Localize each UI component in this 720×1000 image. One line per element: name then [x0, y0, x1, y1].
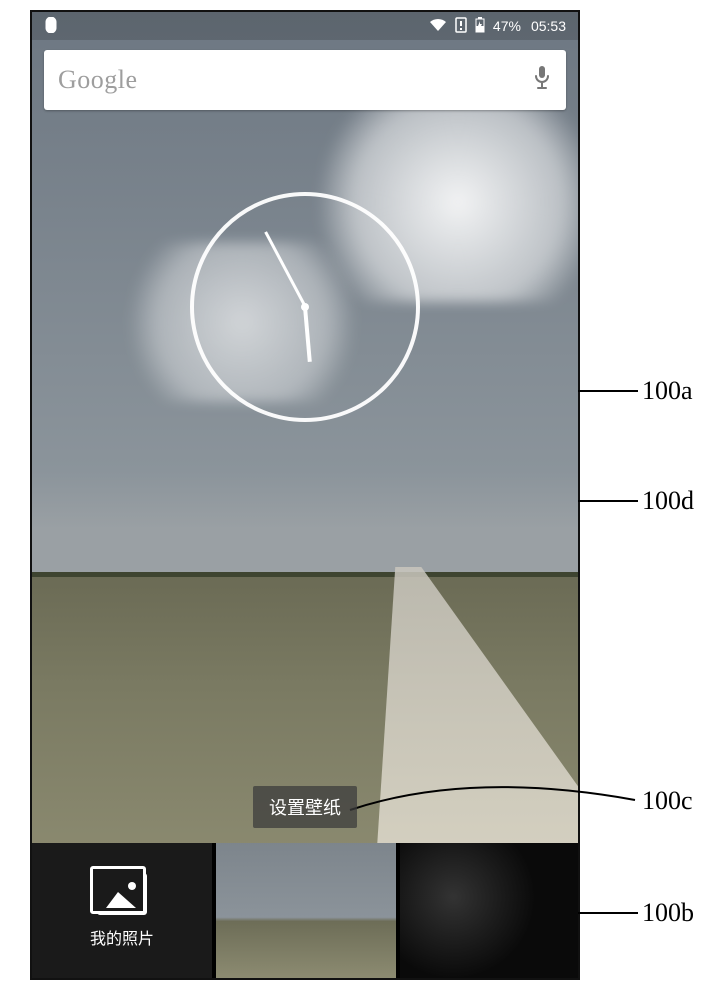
my-photos-label: 我的照片 [90, 925, 154, 949]
wifi-icon [429, 18, 447, 35]
annotation-label-100d: 100d [642, 486, 694, 516]
annotation-leader [578, 500, 638, 502]
annotation-leader-curve [350, 790, 650, 850]
mic-icon[interactable] [532, 64, 552, 97]
gallery-icon [97, 873, 147, 915]
battery-charging-icon [475, 17, 485, 36]
wallpaper-thumb-dark[interactable] [400, 843, 578, 978]
clock-minute-hand [264, 231, 307, 307]
annotation-leader [578, 390, 638, 392]
status-time: 05:53 [531, 18, 566, 34]
analog-clock-widget[interactable] [190, 192, 420, 422]
annotation-label-100b: 100b [642, 898, 694, 928]
sim-alert-icon [455, 17, 467, 36]
wallpaper-thumb-landscape[interactable] [216, 843, 396, 978]
set-wallpaper-label: 设置壁纸 [269, 798, 341, 818]
clock-center [301, 303, 309, 311]
battery-percent: 47% [493, 18, 521, 34]
set-wallpaper-button[interactable]: 设置壁纸 [253, 786, 357, 828]
wallpaper-preview-area[interactable] [32, 12, 578, 847]
wallpaper-thumbnail-strip[interactable]: 我的照片 [32, 843, 578, 978]
google-search-bar[interactable]: Google [44, 50, 566, 110]
my-photos-thumb[interactable]: 我的照片 [32, 843, 212, 978]
status-bar: 47% 05:53 [32, 12, 578, 40]
annotation-label-100a: 100a [642, 376, 693, 406]
android-debug-icon [44, 17, 58, 36]
annotation-label-100c: 100c [642, 786, 693, 816]
annotation-leader [578, 912, 638, 914]
clock-hour-hand [303, 307, 312, 362]
search-placeholder: Google [58, 65, 532, 95]
